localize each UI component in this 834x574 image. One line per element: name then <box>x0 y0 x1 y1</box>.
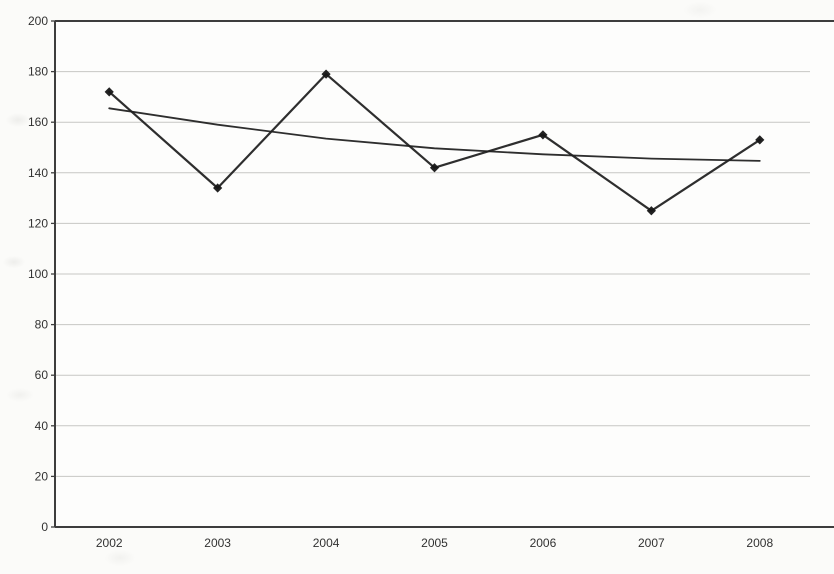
x-axis-label-2006: 2006 <box>530 536 557 550</box>
data-point-marker-2007 <box>646 206 656 216</box>
y-axis-label-0: 0 <box>41 520 48 534</box>
y-axis-label-60: 60 <box>35 368 49 382</box>
y-axis-label-40: 40 <box>35 419 49 433</box>
x-axis-label-2002: 2002 <box>96 536 123 550</box>
trendline-line <box>108 107 761 162</box>
y-axis-label-80: 80 <box>35 318 49 332</box>
y-axis-label-200: 200 <box>28 14 48 28</box>
data-point-marker-2005 <box>429 163 440 173</box>
y-axis-label-20: 20 <box>35 469 49 483</box>
data-point-marker-2002 <box>104 87 114 97</box>
y-axis-label-120: 120 <box>28 216 48 230</box>
x-axis-label-2004: 2004 <box>313 536 340 550</box>
x-axis-label-2008: 2008 <box>746 536 773 550</box>
y-axis-label-100: 100 <box>28 267 48 281</box>
y-axis-label-160: 160 <box>28 115 48 129</box>
x-axis-label-2003: 2003 <box>204 536 231 550</box>
y-axis-label-180: 180 <box>28 65 48 79</box>
data-point-marker-2003 <box>213 183 223 193</box>
x-axis-label-2007: 2007 <box>638 536 665 550</box>
data-point-marker-2004 <box>321 69 331 79</box>
x-axis-label-2005: 2005 <box>421 536 448 550</box>
data-point-marker-2006 <box>538 130 548 140</box>
data-point-marker-2008 <box>755 135 765 145</box>
y-axis-label-140: 140 <box>28 166 48 180</box>
